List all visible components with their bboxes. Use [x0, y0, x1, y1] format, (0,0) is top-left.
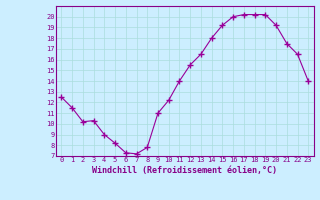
- X-axis label: Windchill (Refroidissement éolien,°C): Windchill (Refroidissement éolien,°C): [92, 166, 277, 175]
